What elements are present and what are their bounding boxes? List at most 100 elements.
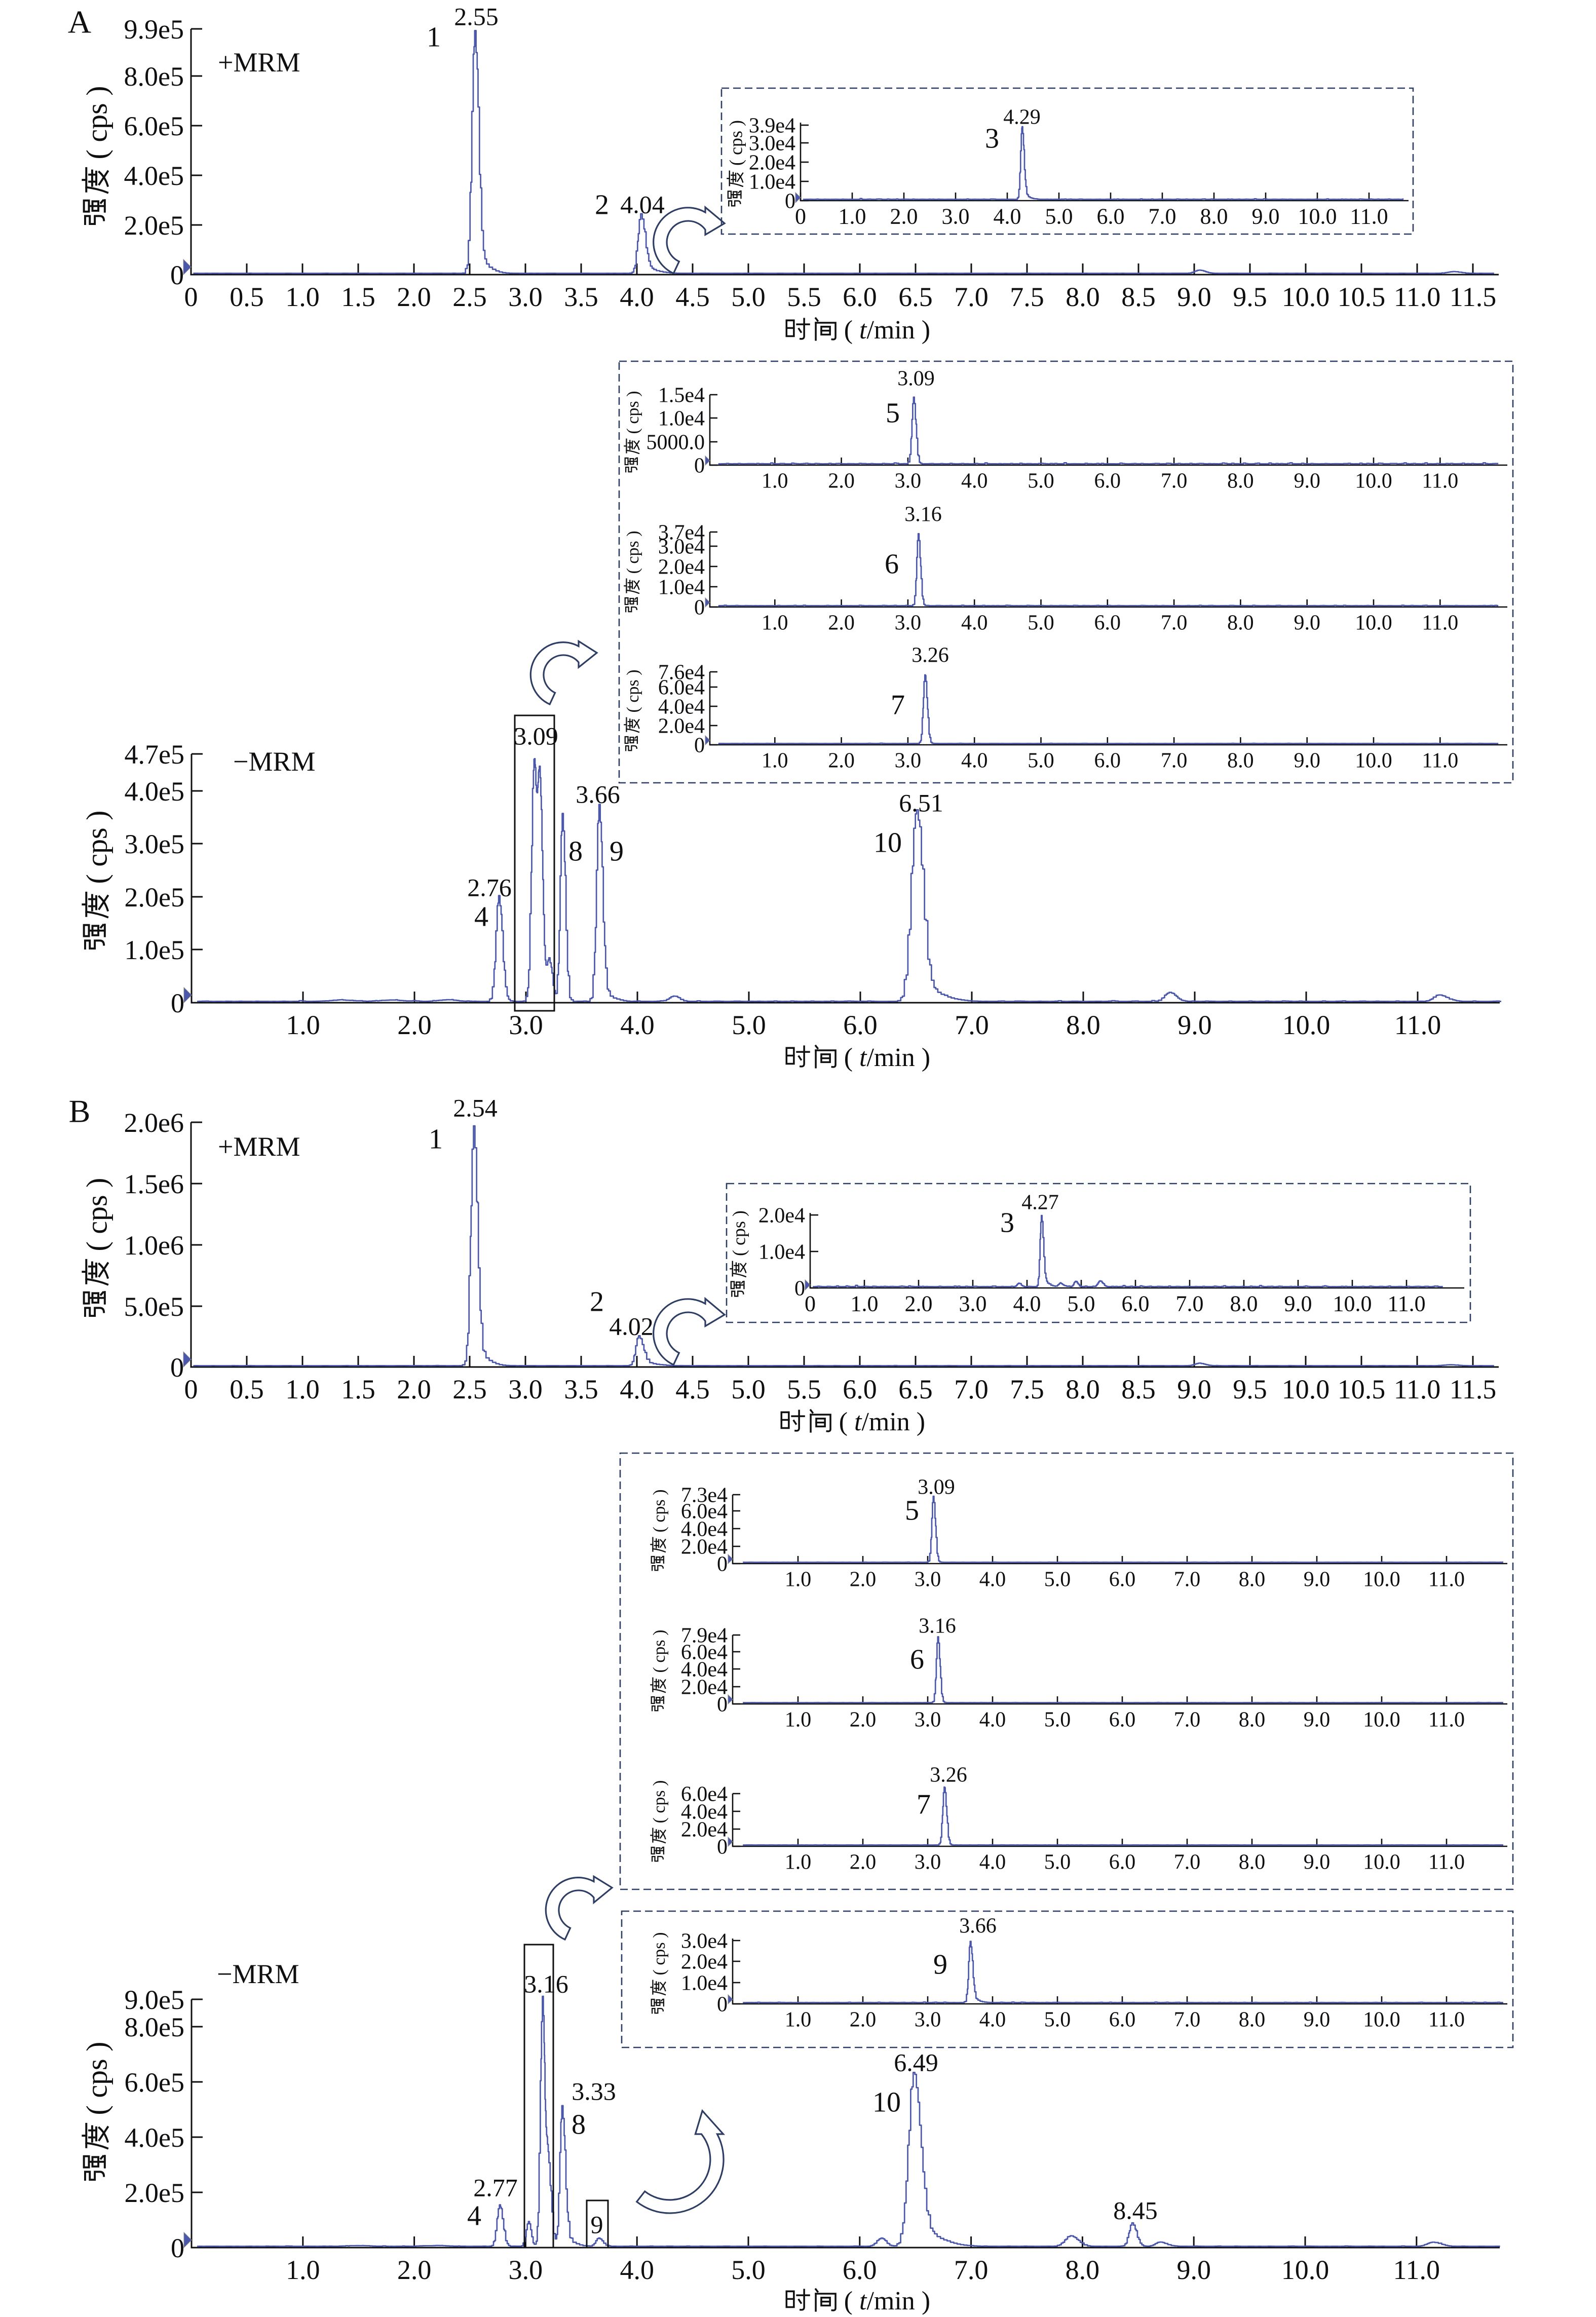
svg-text:6.49: 6.49 xyxy=(894,2048,938,2077)
svg-text:1: 1 xyxy=(429,1124,443,1155)
svg-text:2.0: 2.0 xyxy=(397,1374,431,1404)
svg-text:8.0e5: 8.0e5 xyxy=(125,2012,184,2042)
svg-text:8.0: 8.0 xyxy=(1227,749,1254,773)
svg-text:5.0e5: 5.0e5 xyxy=(124,1292,184,1322)
svg-text:11.0: 11.0 xyxy=(1422,612,1458,635)
svg-text:2.0e4: 2.0e4 xyxy=(681,1536,728,1559)
svg-text:10.0: 10.0 xyxy=(1281,2255,1329,2285)
svg-text:2.0e4: 2.0e4 xyxy=(681,1951,728,1974)
svg-text:1.0: 1.0 xyxy=(785,1851,812,1874)
svg-text:3.16: 3.16 xyxy=(904,503,942,526)
svg-text:1.0: 1.0 xyxy=(785,1708,812,1732)
svg-text:1.0: 1.0 xyxy=(285,1374,320,1404)
svg-text:5.0: 5.0 xyxy=(1028,470,1054,493)
svg-text:0.5: 0.5 xyxy=(230,1374,264,1404)
svg-text:7.0: 7.0 xyxy=(1176,1291,1204,1316)
svg-text:6: 6 xyxy=(885,549,899,580)
svg-text:6.0: 6.0 xyxy=(1109,1708,1136,1732)
svg-text:8.0: 8.0 xyxy=(1239,2008,1266,2032)
svg-text:4.27: 4.27 xyxy=(1021,1191,1059,1214)
svg-text:1.0e4: 1.0e4 xyxy=(758,1241,805,1264)
svg-text:4.5: 4.5 xyxy=(675,282,710,312)
svg-text:9.0: 9.0 xyxy=(1176,2255,1211,2285)
svg-text:9.0: 9.0 xyxy=(1304,1851,1331,1874)
svg-text:6.5: 6.5 xyxy=(898,1374,933,1404)
svg-text:8.0: 8.0 xyxy=(1239,1851,1266,1874)
svg-text:3.0: 3.0 xyxy=(915,1708,941,1732)
svg-text:3.09: 3.09 xyxy=(514,722,558,750)
svg-text:9.0e5: 9.0e5 xyxy=(125,1985,184,2015)
svg-text:10.0: 10.0 xyxy=(1363,1851,1400,1874)
svg-text:4.02: 4.02 xyxy=(609,1312,654,1341)
svg-text:4.0: 4.0 xyxy=(979,1568,1006,1591)
svg-text:9.9e5: 9.9e5 xyxy=(124,14,184,45)
svg-text:9.0: 9.0 xyxy=(1294,749,1320,773)
svg-text:7.0: 7.0 xyxy=(955,1010,989,1040)
svg-text:4.0e4: 4.0e4 xyxy=(681,1658,728,1682)
svg-text:1.0: 1.0 xyxy=(762,612,788,635)
svg-text:6.0: 6.0 xyxy=(1122,1291,1150,1316)
svg-text:6.0: 6.0 xyxy=(1094,749,1121,773)
svg-text:8: 8 xyxy=(568,836,583,867)
svg-text:7.0: 7.0 xyxy=(1161,612,1188,635)
svg-text:9.0: 9.0 xyxy=(1294,470,1320,493)
svg-text:( t/min ): ( t/min ) xyxy=(844,316,930,345)
svg-text:1.5: 1.5 xyxy=(341,282,375,312)
svg-text:0: 0 xyxy=(184,282,198,312)
svg-text:4.0: 4.0 xyxy=(1013,1291,1041,1316)
svg-text:3.26: 3.26 xyxy=(911,644,949,667)
svg-text:−MRM: −MRM xyxy=(233,746,316,777)
svg-text:5: 5 xyxy=(905,1495,919,1527)
svg-text:3.0: 3.0 xyxy=(915,2008,941,2032)
svg-text:( cps ): ( cps ) xyxy=(80,1178,113,1251)
svg-text:6.5: 6.5 xyxy=(898,282,933,312)
svg-text:+MRM: +MRM xyxy=(218,1131,300,1162)
svg-text:4.0: 4.0 xyxy=(620,1010,655,1040)
svg-text:7.5: 7.5 xyxy=(1010,282,1044,312)
svg-text:2.0e5: 2.0e5 xyxy=(124,210,184,241)
svg-text:4.0e4: 4.0e4 xyxy=(681,1518,728,1541)
svg-text:11.0: 11.0 xyxy=(1394,1010,1441,1040)
svg-text:11.0: 11.0 xyxy=(1428,1851,1465,1874)
svg-text:( cps ): ( cps ) xyxy=(726,120,746,166)
svg-text:0: 0 xyxy=(785,190,795,213)
svg-text:4.0: 4.0 xyxy=(979,2008,1006,2032)
svg-text:2.5: 2.5 xyxy=(452,282,487,312)
svg-text:9.0: 9.0 xyxy=(1177,1010,1212,1040)
svg-text:7.0: 7.0 xyxy=(954,282,989,312)
svg-text:7.0: 7.0 xyxy=(1174,1708,1201,1732)
svg-text:2.0: 2.0 xyxy=(397,282,431,312)
svg-text:9.0: 9.0 xyxy=(1177,282,1211,312)
svg-text:( cps ): ( cps ) xyxy=(729,1210,749,1256)
svg-text:2.0e4: 2.0e4 xyxy=(681,1818,728,1842)
svg-text:2.0: 2.0 xyxy=(905,1291,933,1316)
svg-text:3.7e4: 3.7e4 xyxy=(658,521,705,545)
svg-text:3.0e4: 3.0e4 xyxy=(658,536,705,559)
svg-text:5000.0: 5000.0 xyxy=(647,431,705,454)
svg-text:4.0e4: 4.0e4 xyxy=(658,696,705,719)
svg-text:3.0: 3.0 xyxy=(942,204,970,229)
svg-text:5.0: 5.0 xyxy=(1028,749,1054,773)
svg-text:3.0: 3.0 xyxy=(895,749,922,773)
svg-text:3.33: 3.33 xyxy=(572,2077,616,2106)
svg-text:10.0: 10.0 xyxy=(1355,612,1392,635)
svg-text:3.0: 3.0 xyxy=(509,1010,543,1040)
svg-text:5.0: 5.0 xyxy=(1044,2008,1071,2032)
svg-text:6.0e4: 6.0e4 xyxy=(681,1783,728,1806)
svg-text:10.0: 10.0 xyxy=(1363,2008,1400,2032)
svg-text:7.0: 7.0 xyxy=(1174,1851,1201,1874)
svg-text:0: 0 xyxy=(694,454,705,478)
svg-text:1.0: 1.0 xyxy=(286,2255,320,2285)
svg-text:0: 0 xyxy=(184,1374,198,1404)
svg-text:2.0e5: 2.0e5 xyxy=(125,2178,184,2208)
svg-text:2.0e4: 2.0e4 xyxy=(749,151,795,175)
svg-text:6.0: 6.0 xyxy=(1109,2008,1136,2032)
svg-text:3.0e4: 3.0e4 xyxy=(749,132,795,156)
svg-text:9: 9 xyxy=(933,1949,947,1981)
svg-text:7.0: 7.0 xyxy=(1149,204,1176,229)
svg-text:5: 5 xyxy=(886,398,900,429)
svg-text:11.0: 11.0 xyxy=(1393,2255,1440,2285)
svg-text:8.5: 8.5 xyxy=(1121,1374,1156,1404)
svg-text:3: 3 xyxy=(985,123,999,155)
svg-text:2.0: 2.0 xyxy=(828,749,855,773)
